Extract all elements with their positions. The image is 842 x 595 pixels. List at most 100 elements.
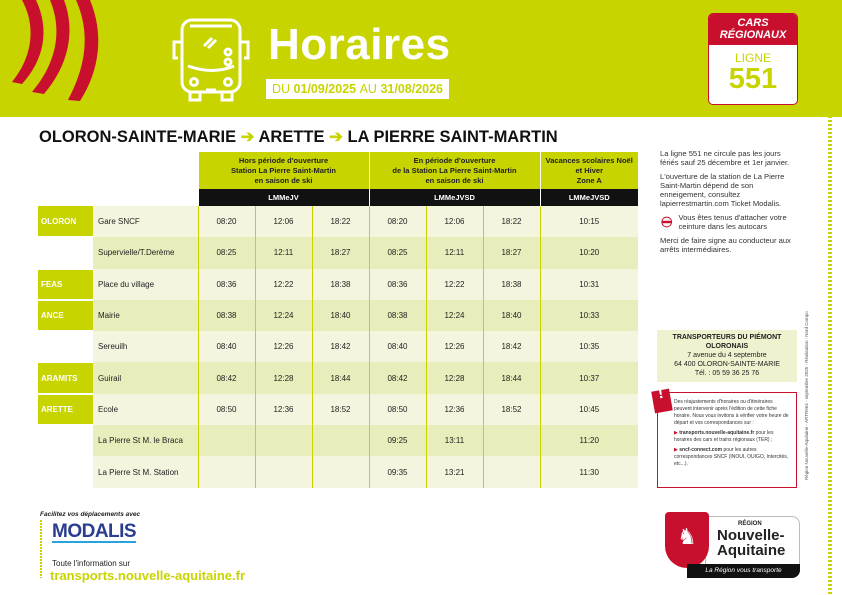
time-cell: 18:42 (311, 331, 369, 363)
time-cell: 12:11 (254, 237, 312, 269)
time-cell: 09:35 (368, 456, 426, 488)
time-cell: 10:15 (539, 206, 638, 238)
time-cell: 12:24 (254, 299, 312, 332)
time-cell: 10:20 (539, 237, 638, 269)
website-link[interactable]: transports.nouvelle-aquitaine.fr (50, 568, 246, 583)
stop-name: Sereuilh (93, 331, 198, 363)
operator-name: TRANSPORTEURS DU PIÉMONT OLORONAIS (672, 334, 782, 350)
time-cell (482, 425, 540, 457)
commune-cell: ARETTE (38, 393, 93, 427)
time-cell: 18:44 (311, 362, 369, 394)
logo-tagline: La Région vous transporte (687, 564, 800, 578)
time-cell: 08:20 (197, 206, 255, 238)
time-cell: 18:22 (311, 206, 369, 238)
info-text: Merci de faire signe au conducteur aux a… (660, 236, 791, 254)
time-cell: 12:36 (254, 393, 312, 426)
date-from: 01/09/2025 (293, 82, 357, 96)
table-row: FEAS Place du village 08:36 12:22 18:38 08:36… (38, 268, 638, 301)
commune-cell: OLORON (38, 206, 93, 239)
time-cell: 12:26 (425, 331, 483, 363)
stop-name: Gare SNCF (93, 206, 198, 238)
time-cell: 18:27 (311, 237, 369, 269)
time-cell: 18:42 (482, 331, 540, 363)
stop-name: Place du village (93, 268, 198, 300)
commune-cell: FEAS (38, 268, 93, 301)
table-row: La Pierre St M. le Braca 09:25 13:11 11:20 (38, 425, 638, 458)
time-cell (482, 456, 540, 488)
warning-link-desc: pour les horaires des cars et trains rég… (674, 430, 774, 443)
validity-dates: DU 01/09/2025 AU 31/08/2026 (266, 79, 450, 99)
time-cell: 08:36 (197, 268, 255, 300)
time-cell: 18:22 (482, 206, 540, 238)
time-cell (254, 425, 312, 457)
commune-cell (38, 331, 93, 364)
seatbelt-notice: Vous êtes tenus d'attacher votre ceintur… (660, 213, 800, 231)
info-text: La ligne 551 ne circule pas les jours fé… (660, 149, 790, 167)
time-cell: 18:27 (482, 237, 540, 269)
warning-link-desc: pour les autres correspondances SNCF (IN… (674, 447, 789, 467)
commune-cell: ANCE (38, 299, 93, 333)
warning-link[interactable]: sncf-connect.com (679, 447, 723, 453)
warning-link[interactable]: transports.nouvelle-aquitaine.fr (679, 430, 755, 436)
commune-cell: ARAMITS (38, 362, 93, 395)
operator-box: TRANSPORTEURS DU PIÉMONT OLORONAIS 7 ave… (657, 330, 797, 382)
time-cell: 08:25 (197, 237, 255, 269)
arrow-right-icon: ➔ (329, 128, 343, 146)
time-cell (197, 456, 255, 488)
time-cell: 08:25 (368, 237, 426, 269)
time-cell: 10:37 (539, 362, 638, 394)
time-cell: 12:36 (425, 393, 483, 426)
info-text: Toute l'information sur (52, 559, 131, 568)
dates-prefix: DU (272, 82, 291, 96)
time-cell: 08:50 (368, 393, 426, 426)
seatbelt-icon (661, 216, 673, 228)
days-code: LMMeJV (197, 189, 369, 206)
time-cell: 18:52 (311, 393, 369, 426)
timetable: Hors période d'ouverture Station La Pierr… (38, 152, 638, 489)
date-to: 31/08/2026 (380, 82, 444, 96)
blank-header (38, 189, 198, 206)
dotted-decoration (828, 60, 832, 595)
time-cell: 18:40 (482, 299, 540, 332)
stop-name: Guirail (93, 362, 198, 394)
stop-name: Supervielle/T.Derème (93, 237, 198, 269)
time-cell: 12:22 (254, 268, 312, 300)
time-cell: 10:35 (539, 331, 638, 363)
table-row: Supervielle/T.Derème 08:25 12:11 18:27 08:25… (38, 237, 638, 270)
time-cell: 18:38 (482, 268, 540, 300)
time-cell: 13:21 (425, 456, 483, 488)
warning-box: ! Des réajustements d'horaires ou d'itin… (651, 385, 797, 488)
arrow-right-icon: ➔ (240, 128, 255, 146)
time-cell: 18:44 (482, 362, 540, 394)
route-title: OLORON-SAINTE-MARIE ➔ ARETTE ➔ LA PIERRE… (39, 127, 558, 147)
time-cell: 12:24 (425, 299, 483, 332)
dotted-decoration (40, 520, 42, 578)
page-title: Horaires (268, 20, 451, 69)
time-cell: 12:06 (254, 206, 312, 238)
lion-shield-icon: ♞ (665, 512, 709, 568)
time-cell: 12:11 (425, 237, 483, 269)
blank-header (38, 152, 198, 189)
time-cell: 11:30 (539, 456, 638, 488)
badge-top: CARS RÉGIONAUX (709, 14, 797, 45)
triangle-bullet-icon: ▶ (674, 447, 678, 453)
operator-phone: Tél. : 05 59 36 25 76 (694, 370, 760, 377)
logo-region: RÉGION (738, 521, 762, 527)
table-row: ARETTE Ecole 08:50 12:36 18:52 08:50 12:36 18:5… (38, 393, 638, 427)
time-cell: 18:40 (311, 299, 369, 332)
exclamation-icon: ! (651, 385, 673, 414)
stop-name: Ecole (93, 393, 198, 426)
info-panel: La ligne 551 ne circule pas les jours fé… (660, 149, 800, 259)
table-row: ANCE Mairie 08:38 12:24 18:40 08:38 12:24 18:40… (38, 299, 638, 333)
group-header: En période d'ouverture de la Station La P… (368, 152, 540, 189)
group-header: Vacances scolaires Noël et Hiver Zone A (539, 152, 638, 189)
line-number: 551 (728, 63, 778, 95)
table-row: ARAMITS Guirail 08:42 12:28 18:44 08:42 12:28 1… (38, 362, 638, 395)
commune-cell (38, 425, 93, 458)
time-cell: 10:33 (539, 299, 638, 332)
days-code: LMMeJVSD (368, 189, 540, 206)
time-cell: 12:06 (425, 206, 483, 238)
line-badge: CARS RÉGIONAUX LIGNE 551 (708, 13, 798, 105)
table-row: La Pierre St M. Station 09:35 13:21 11:30 (38, 456, 638, 489)
commune-cell (38, 237, 93, 270)
